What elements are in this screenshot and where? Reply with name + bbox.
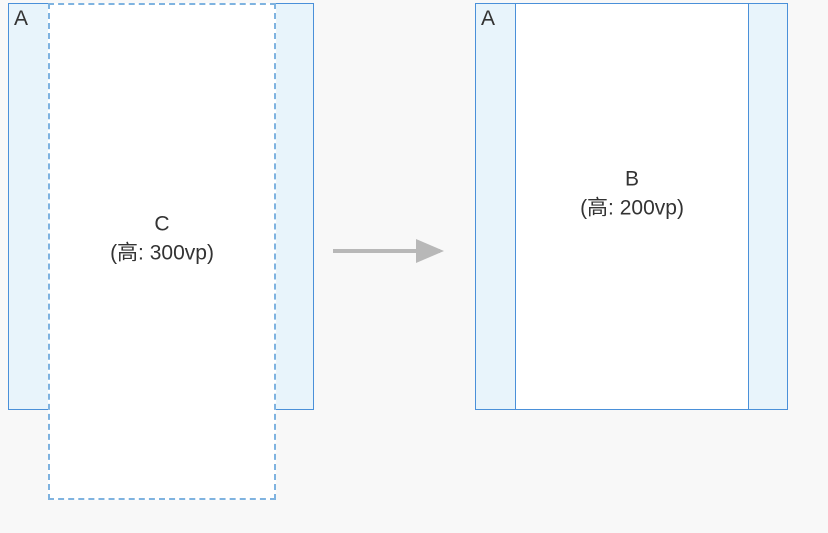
container-c: C (高: 300vp) bbox=[48, 3, 276, 500]
label-a-left: A bbox=[14, 7, 28, 31]
arrow-icon bbox=[331, 236, 468, 266]
label-b-name: B bbox=[516, 164, 748, 193]
label-a-right: A bbox=[481, 7, 495, 31]
label-b-height: (高: 200vp) bbox=[516, 194, 748, 223]
label-c-group: C (高: 300vp) bbox=[50, 209, 274, 268]
layout-diagram: A C (高: 300vp) A B (高: 200vp) bbox=[0, 0, 828, 533]
label-c-name: C bbox=[50, 209, 274, 238]
container-b: B (高: 200vp) bbox=[515, 3, 749, 410]
label-c-height: (高: 300vp) bbox=[50, 239, 274, 268]
label-b-group: B (高: 200vp) bbox=[516, 164, 748, 223]
